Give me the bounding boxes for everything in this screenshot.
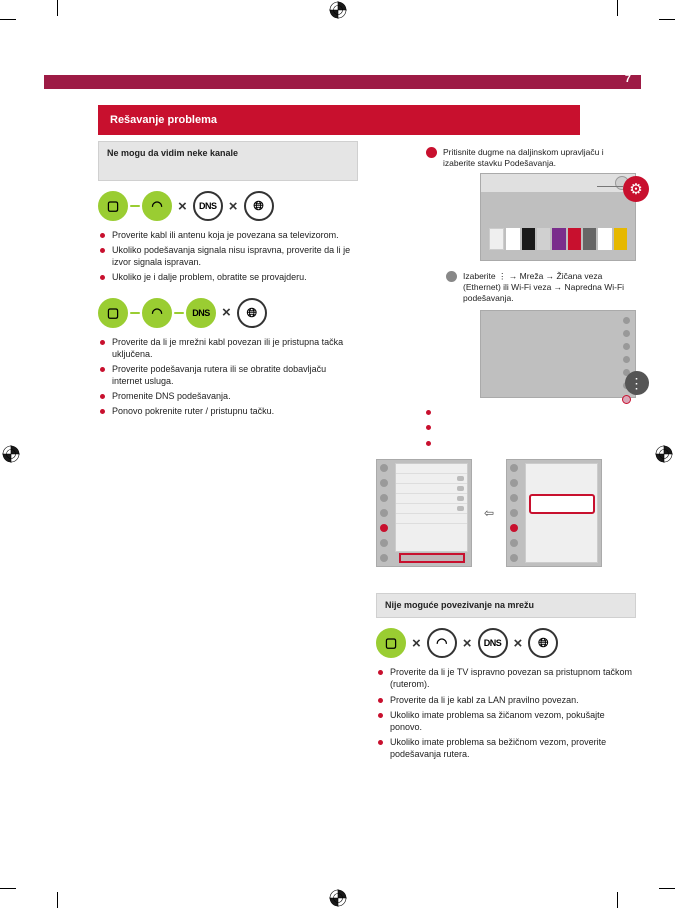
dns-icon: DNS [186, 298, 216, 328]
screenshot-quick-settings: ⋮ [480, 310, 636, 398]
home-app-strip [489, 228, 627, 250]
left-bullets-1: Proverite kabl ili antenu koja je poveza… [100, 229, 358, 284]
registration-mark-right [655, 445, 673, 463]
quick-settings-selected [622, 395, 631, 404]
bullet [426, 406, 636, 418]
router-icon: ◠ [427, 628, 457, 658]
x-icon: × [461, 635, 474, 652]
bullet: Ukoliko imate problema sa bežičnom vezom… [378, 736, 636, 760]
right-subhead-2-text: Nije moguće povezivanje na mrežu [385, 600, 534, 610]
screenshot-network-menu [506, 459, 602, 567]
tv-icon: ▢ [98, 191, 128, 221]
banner-title: Rešavanje problema [110, 114, 217, 126]
bullet: Ponovo pokrenite ruter / pristupnu tačku… [100, 405, 358, 417]
status-chain-1: ▢ ◠ × DNS × 🌐︎ [98, 191, 358, 221]
page: 7 Rešavanje problema Ne mogu da vidim ne… [44, 75, 641, 845]
globe-icon: 🌐︎ [237, 298, 267, 328]
left-column: Ne mogu da vidim neke kanale ▢ ◠ × DNS ×… [98, 141, 358, 770]
bullet: Proverite da li je TV ispravno povezan s… [378, 666, 636, 690]
bullet: Ukoliko podešavanja signala nisu ispravn… [100, 244, 358, 268]
tv-icon: ▢ [98, 298, 128, 328]
globe-icon: 🌐︎ [528, 628, 558, 658]
page-number: 7 [625, 73, 631, 85]
right-bullets-2: Proverite da li je TV ispravno povezan s… [378, 666, 636, 760]
router-icon: ◠ [142, 191, 172, 221]
left-subhead: Ne mogu da vidim neke kanale [98, 141, 358, 181]
step-marker-2 [446, 271, 457, 282]
arrow-icon: ⇦ [482, 506, 496, 520]
link-ok [130, 205, 140, 207]
right-step-bullets [426, 406, 636, 448]
network-icon-selected [380, 524, 388, 532]
x-icon: × [410, 635, 423, 652]
screenshot-settings-list [376, 459, 472, 567]
tv-icon: ▢ [376, 628, 406, 658]
status-chain-2: ▢ ◠ DNS × 🌐︎ [98, 298, 358, 328]
bullet: Promenite DNS podešavanja. [100, 390, 358, 402]
x-icon: × [512, 635, 525, 652]
bullet: Ukoliko je i dalje problem, obratite se … [100, 271, 358, 283]
bullet [426, 421, 636, 433]
more-icon: ⋮ [630, 375, 645, 392]
step1-caption: Pritisnite dugme na daljinskom upravljač… [443, 147, 636, 169]
gear-icon: ⚙ [629, 180, 642, 198]
bullet: Proverite podešavanja rutera ili se obra… [100, 363, 358, 387]
step-marker-1 [426, 147, 437, 158]
globe-icon: 🌐︎ [244, 191, 274, 221]
router-icon: ◠ [142, 298, 172, 328]
section-banner: Rešavanje problema [98, 105, 580, 135]
x-icon: × [220, 304, 233, 321]
highlight-advanced [399, 553, 465, 563]
bullet [426, 437, 636, 449]
highlight-connection [529, 494, 595, 514]
bullet: Proverite da li je kabl za LAN pravilno … [378, 694, 636, 706]
screenshot-home: ⚙ [480, 173, 636, 261]
step2-caption: Izaberite ⋮ → Mreža → Žičana veza (Ether… [463, 271, 636, 304]
bullet: Proverite da li je mrežni kabl povezan i… [100, 336, 358, 360]
right-section-2: Nije moguće povezivanje na mrežu ▢ × ◠ ×… [376, 593, 636, 761]
bullet: Proverite kabl ili antenu koja je poveza… [100, 229, 358, 241]
bullet: Ukoliko imate problema sa žičanom vezom,… [378, 709, 636, 733]
registration-mark-bottom [329, 889, 347, 907]
dns-icon: DNS [478, 628, 508, 658]
status-chain-3: ▢ × ◠ × DNS × 🌐︎ [376, 628, 636, 658]
right-subhead-2: Nije moguće povezivanje na mrežu [376, 593, 636, 619]
screenshot-pair: ⇦ [376, 459, 636, 567]
left-subhead-text: Ne mogu da vidim neke kanale [107, 148, 238, 158]
dns-icon: DNS [193, 191, 223, 221]
x-icon: × [176, 198, 189, 215]
right-column: Pritisnite dugme na daljinskom upravljač… [376, 141, 636, 770]
registration-mark-top [329, 1, 347, 19]
gear-callout: ⚙ [623, 176, 649, 202]
all-settings-callout: ⋮ [625, 371, 649, 395]
registration-mark-left [2, 445, 20, 463]
x-icon: × [227, 198, 240, 215]
page-rule [44, 75, 641, 89]
left-bullets-2: Proverite da li je mrežni kabl povezan i… [100, 336, 358, 418]
